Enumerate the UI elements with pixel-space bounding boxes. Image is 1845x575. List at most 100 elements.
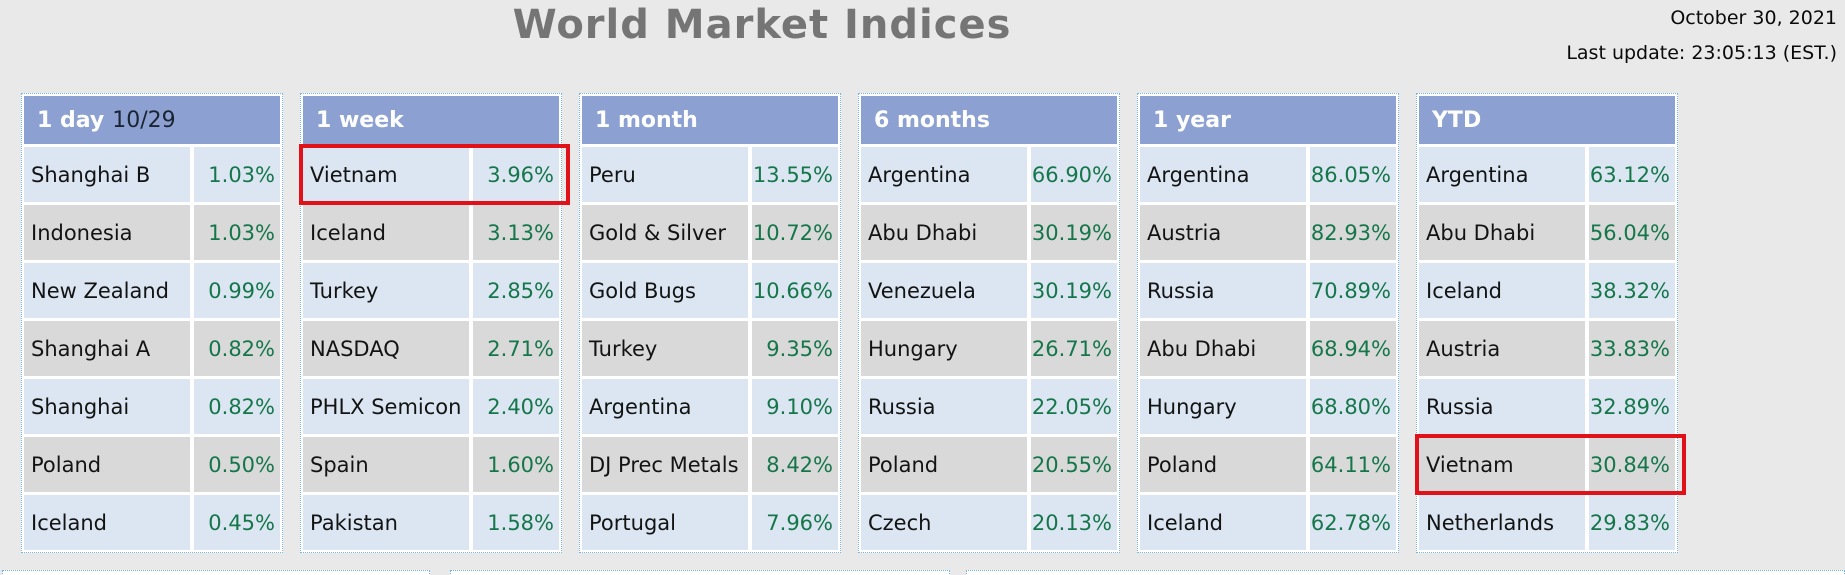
index-row: Vietnam 3.96%	[299, 144, 570, 205]
index-name: Poland	[1140, 437, 1306, 492]
index-change-value: 64.11%	[1309, 437, 1396, 492]
index-name: Indonesia	[24, 205, 190, 260]
index-name: Iceland	[1419, 263, 1585, 318]
index-name: Abu Dhabi	[1140, 321, 1306, 376]
index-name: Hungary	[1140, 379, 1306, 434]
table-header-period: YTD	[1432, 107, 1482, 133]
index-name: Argentina	[582, 379, 748, 434]
index-change-value: 1.03%	[193, 205, 280, 260]
next-section-table-stub	[450, 570, 950, 575]
index-change-value: 68.94%	[1309, 321, 1396, 376]
index-change-value: 9.35%	[751, 321, 838, 376]
index-change-value: 38.32%	[1588, 263, 1675, 318]
index-change-value: 86.05%	[1309, 147, 1396, 202]
index-name: DJ Prec Metals	[582, 437, 748, 492]
index-table: 1 week Vietnam 3.96% Iceland 3.13% Turke…	[299, 93, 570, 553]
index-name: Hungary	[861, 321, 1027, 376]
index-name: NASDAQ	[303, 321, 469, 376]
index-row: Venezuela 30.19%	[861, 263, 1117, 318]
table-header-period: 1 month	[595, 107, 698, 133]
index-change-value: 56.04%	[1588, 205, 1675, 260]
index-row: Abu Dhabi 56.04%	[1419, 205, 1675, 260]
index-name: Russia	[861, 379, 1027, 434]
page-title: World Market Indices	[512, 2, 1012, 48]
index-row: Gold Bugs 10.66%	[582, 263, 838, 318]
index-row: Vietnam 30.84%	[1415, 434, 1686, 495]
index-name: Russia	[1140, 263, 1306, 318]
table-header: 1 day 10/29	[24, 96, 280, 144]
index-name: Poland	[24, 437, 190, 492]
index-row: PHLX Semicon 2.40%	[303, 379, 559, 434]
index-change-value: 33.83%	[1588, 321, 1675, 376]
index-row: Iceland 3.13%	[303, 205, 559, 260]
index-row: Poland 0.50%	[24, 437, 280, 492]
index-change-value: 1.60%	[472, 437, 559, 492]
index-name: Pakistan	[303, 495, 469, 550]
index-row: Abu Dhabi 68.94%	[1140, 321, 1396, 376]
index-row: Hungary 68.80%	[1140, 379, 1396, 434]
index-change-value: 3.13%	[472, 205, 559, 260]
index-change-value: 1.58%	[472, 495, 559, 550]
index-row: Czech 20.13%	[861, 495, 1117, 550]
index-change-value: 2.71%	[472, 321, 559, 376]
table-header: YTD	[1419, 96, 1675, 144]
index-change-value: 8.42%	[751, 437, 838, 492]
index-name: Poland	[861, 437, 1027, 492]
index-row: Turkey 2.85%	[303, 263, 559, 318]
index-row: DJ Prec Metals 8.42%	[582, 437, 838, 492]
index-row: Argentina 63.12%	[1419, 147, 1675, 202]
index-change-value: 0.82%	[193, 379, 280, 434]
index-change-value: 2.40%	[472, 379, 559, 434]
index-name: Iceland	[303, 205, 469, 260]
index-name: PHLX Semicon	[303, 379, 469, 434]
index-name: Abu Dhabi	[861, 205, 1027, 260]
index-row: Spain 1.60%	[303, 437, 559, 492]
index-name: Vietnam	[303, 147, 469, 202]
index-name: Spain	[303, 437, 469, 492]
index-row: Russia 32.89%	[1419, 379, 1675, 434]
index-change-value: 0.50%	[193, 437, 280, 492]
index-row: Pakistan 1.58%	[303, 495, 559, 550]
index-row: Netherlands 29.83%	[1419, 495, 1675, 550]
index-row: Argentina 66.90%	[861, 147, 1117, 202]
index-row: Austria 33.83%	[1419, 321, 1675, 376]
table-header: 1 year	[1140, 96, 1396, 144]
index-name: Netherlands	[1419, 495, 1585, 550]
next-section-table-stub	[966, 570, 1845, 575]
index-row: Iceland 38.32%	[1419, 263, 1675, 318]
last-update-label: Last update: 23:05:13 (EST.)	[1566, 42, 1837, 64]
index-change-value: 26.71%	[1030, 321, 1117, 376]
index-name: Gold Bugs	[582, 263, 748, 318]
current-date-label: October 30, 2021	[1670, 7, 1837, 29]
index-table: 1 year Argentina 86.05% Austria 82.93% R…	[1137, 93, 1399, 553]
index-row: Indonesia 1.03%	[24, 205, 280, 260]
index-change-value: 10.72%	[751, 205, 838, 260]
index-change-value: 62.78%	[1309, 495, 1396, 550]
index-row: Abu Dhabi 30.19%	[861, 205, 1117, 260]
index-name: Abu Dhabi	[1419, 205, 1585, 260]
index-name: Shanghai	[24, 379, 190, 434]
index-name: Vietnam	[1419, 437, 1585, 492]
table-header-period: 1 day	[37, 107, 105, 133]
index-change-value: 3.96%	[472, 147, 559, 202]
index-table: YTD Argentina 63.12% Abu Dhabi 56.04% Ic…	[1415, 93, 1686, 553]
date-block: October 30, 2021 Last update: 23:05:13 (…	[1566, 7, 1837, 64]
index-row: Hungary 26.71%	[861, 321, 1117, 376]
index-change-value: 0.45%	[193, 495, 280, 550]
table-header: 1 week	[303, 96, 559, 144]
table-header-date: 10/29	[112, 107, 176, 133]
index-change-value: 82.93%	[1309, 205, 1396, 260]
table-header-period: 1 year	[1153, 107, 1231, 133]
index-row: Poland 20.55%	[861, 437, 1117, 492]
table-header: 1 month	[582, 96, 838, 144]
index-row: Russia 70.89%	[1140, 263, 1396, 318]
index-change-value: 0.99%	[193, 263, 280, 318]
index-name: New Zealand	[24, 263, 190, 318]
index-name: Turkey	[582, 321, 748, 376]
index-row: Turkey 9.35%	[582, 321, 838, 376]
next-section-table-stub	[2, 570, 430, 575]
index-row: Shanghai B 1.03%	[24, 147, 280, 202]
index-change-value: 68.80%	[1309, 379, 1396, 434]
index-change-value: 9.10%	[751, 379, 838, 434]
table-header: 6 months	[861, 96, 1117, 144]
